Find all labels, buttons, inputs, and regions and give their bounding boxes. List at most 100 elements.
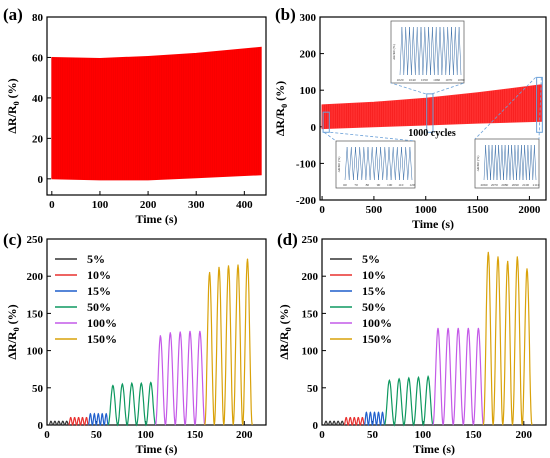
- peak-point: [199, 330, 201, 332]
- peak-point: [179, 331, 181, 333]
- x-tick-label: 1000: [415, 204, 438, 216]
- peak-point: [373, 411, 376, 413]
- legend-label: 5%: [87, 252, 105, 266]
- x-tick-label: 150: [465, 429, 482, 441]
- y-tick-label: 100: [300, 85, 317, 97]
- zoom-region: [426, 93, 434, 133]
- panel-3: 0 50 100 150 200 0 50 100 150 200 250 Time (s) ΔR/R0…: [3, 230, 267, 456]
- panel-label: (d): [277, 230, 298, 249]
- y-tick-label: 50: [32, 383, 44, 395]
- peak-point: [74, 417, 76, 419]
- x-tick-label: 100: [92, 199, 109, 211]
- series-line-2: [87, 412, 109, 427]
- y-tick-label: 100: [302, 346, 319, 358]
- series-line-1: [68, 416, 89, 427]
- inset-tick-label: 1020: [397, 78, 404, 82]
- inset-tick-label: 90: [377, 183, 381, 187]
- panel-1: 0 100 200 300 400 0 20 40 60 80 Time (s) ΔR/R0 (%) (…: [3, 5, 267, 226]
- legend-label: 10%: [362, 268, 386, 282]
- y-axis-title: ΔR/R0 (%): [277, 304, 293, 359]
- peak-point: [427, 376, 429, 378]
- zoom-link: [474, 77, 536, 140]
- legend-label: 50%: [362, 300, 386, 314]
- peak-point: [365, 411, 367, 413]
- legend-label: 15%: [362, 284, 386, 298]
- series-line-4: [154, 331, 206, 426]
- peak-point: [497, 256, 499, 258]
- y-tick-label: 60: [32, 52, 44, 64]
- y-tick-label: 200: [302, 271, 319, 283]
- x-tick-label: 200: [236, 429, 253, 441]
- series-line-3: [384, 374, 434, 427]
- x-tick-label: 2000: [518, 204, 541, 216]
- cycles-annotation: 1000 cycles: [408, 128, 456, 139]
- peak-point: [398, 378, 400, 380]
- zoom-region: [536, 76, 543, 133]
- series-line-5: [204, 259, 253, 426]
- peak-point: [85, 417, 88, 419]
- legend-label: 150%: [87, 332, 117, 346]
- inset-y-label: ΔR/R0 (%): [476, 155, 480, 172]
- inset-tick-label: 2080: [501, 183, 508, 187]
- peak-point: [89, 413, 91, 415]
- inset-tick-label: 100: [387, 183, 393, 187]
- data-band: [51, 46, 262, 181]
- inset-trace: [399, 26, 462, 76]
- peak-point: [329, 420, 331, 422]
- peak-point: [189, 330, 191, 332]
- legend-label: 100%: [87, 316, 117, 330]
- peak-point: [237, 264, 239, 266]
- peak-point: [54, 420, 56, 422]
- inset-bottom-right: 2060 2070 2080 2090 2100 2110 ΔR/R0 (%): [474, 138, 540, 189]
- inset-tick-label: 2070: [491, 183, 498, 187]
- inset-top: 1020 1040 1050 1060 1070 1080 ΔR/R0 (%): [390, 20, 465, 84]
- inset-tick-label: 1070: [445, 78, 452, 82]
- peak-point: [381, 411, 384, 413]
- legend-label: 15%: [87, 284, 111, 298]
- legend-label: 150%: [362, 332, 392, 346]
- inset-trace: [344, 146, 413, 181]
- peak-point: [58, 420, 60, 422]
- y-tick-label: 150: [27, 308, 44, 320]
- inset-tick-label: 1060: [433, 78, 440, 82]
- inset-tick-label: 1080: [458, 78, 465, 82]
- y-tick-label: 0: [38, 420, 44, 432]
- y-tick-label: 150: [302, 308, 319, 320]
- peak-point: [169, 332, 171, 334]
- x-tick-label: 100: [137, 429, 154, 441]
- plot-frame: [46, 238, 267, 426]
- peak-point: [353, 417, 355, 419]
- peak-point: [246, 258, 249, 260]
- peak-point: [417, 376, 420, 378]
- peak-point: [81, 417, 84, 419]
- peak-point: [112, 385, 114, 387]
- legend-label: 10%: [87, 268, 111, 282]
- peak-point: [507, 260, 509, 262]
- x-tick-label: 200: [516, 429, 533, 441]
- peak-point: [70, 417, 72, 419]
- y-tick-label: 0: [313, 420, 319, 432]
- y-tick-label: 200: [300, 49, 317, 61]
- peak-point: [97, 413, 99, 415]
- zoom-link: [538, 77, 542, 140]
- panel-label: (c): [3, 230, 22, 249]
- inset-tick-label: 2090: [512, 183, 519, 187]
- x-tick-label: 1500: [467, 204, 490, 216]
- legend-label: 100%: [362, 316, 392, 330]
- peak-point: [78, 417, 80, 419]
- y-tick-label: 0: [38, 174, 44, 186]
- peak-point: [516, 256, 518, 258]
- x-axis-title: Time (s): [412, 217, 454, 231]
- inset-tick-label: 110: [398, 183, 403, 187]
- plot-frame: [46, 16, 267, 196]
- inset-tick-label: 1040: [409, 78, 416, 82]
- y-tick-label: 40: [32, 93, 44, 105]
- peak-point: [526, 268, 528, 270]
- x-tick-label: 500: [366, 204, 383, 216]
- zoom-link: [330, 131, 416, 142]
- y-axis-title: ΔR/R0 (%): [5, 78, 21, 133]
- peak-point: [105, 413, 107, 415]
- x-tick-label: 300: [188, 199, 205, 211]
- x-axis-title: Time (s): [135, 212, 177, 226]
